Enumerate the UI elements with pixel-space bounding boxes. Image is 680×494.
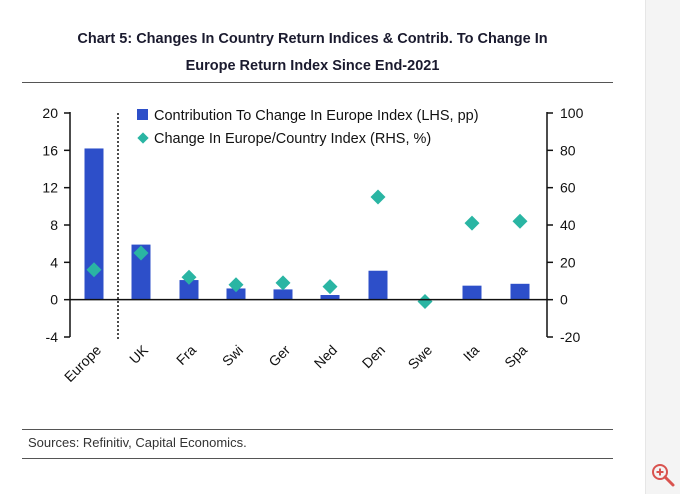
category-label-ned: Ned (311, 342, 340, 371)
category-label-swi: Swi (219, 342, 246, 369)
bar-den (368, 270, 388, 300)
right-tick-label: 40 (560, 217, 576, 233)
right-tick-label: 80 (560, 142, 576, 158)
left-tick-label: 12 (42, 180, 58, 196)
left-tick-label: -4 (46, 329, 59, 345)
diamond-spa (512, 213, 528, 229)
category-label-europe: Europe (61, 342, 104, 385)
source-top-rule (22, 429, 613, 430)
bar-ita (462, 285, 482, 300)
diamond-swe (417, 294, 433, 310)
bar-ger (273, 289, 293, 300)
legend-diamond-swatch (137, 132, 149, 144)
diamond-ger (275, 275, 291, 291)
right-tick-label: 20 (560, 254, 576, 270)
left-tick-label: 20 (42, 105, 58, 121)
category-label-ger: Ger (265, 342, 293, 370)
right-tick-label: 100 (560, 105, 584, 121)
source-bottom-rule (22, 458, 613, 459)
chart-title-line-2: Europe Return Index Since End-2021 (185, 58, 440, 74)
bar-europe (84, 148, 104, 300)
category-label-fra: Fra (173, 342, 199, 368)
diamond-ita (464, 215, 480, 231)
legend-bar-label: Contribution To Change In Europe Index (… (154, 108, 479, 124)
bar-swi (226, 288, 246, 300)
vertical-scrollbar[interactable] (645, 0, 680, 494)
zoom-in-icon[interactable] (650, 462, 676, 488)
category-label-ita: Ita (460, 342, 482, 364)
category-label-spa: Spa (501, 342, 530, 371)
bar-uk (131, 244, 151, 300)
diamond-uk (133, 245, 149, 261)
diamond-den (370, 189, 386, 205)
category-label-swe: Swe (405, 342, 436, 373)
diamond-ned (322, 279, 338, 295)
right-tick-label: -20 (560, 329, 580, 345)
legend-diamond-label: Change In Europe/Country Index (RHS, %) (154, 131, 431, 147)
left-tick-label: 8 (50, 217, 58, 233)
bar-fra (179, 280, 199, 300)
chart-frame: Chart 5: Changes In Country Return Indic… (10, 26, 615, 459)
bar-spa (510, 283, 530, 300)
category-label-uk: UK (126, 341, 152, 367)
diamond-swi (228, 277, 244, 293)
source-note: Sources: Refinitiv, Capital Economics. (28, 435, 247, 450)
legend-bar-swatch (137, 109, 148, 120)
diamond-europe (86, 262, 102, 278)
top-rule (22, 82, 613, 83)
chart-title-line-1: Chart 5: Changes In Country Return Indic… (77, 31, 548, 47)
left-tick-label: 16 (42, 142, 58, 158)
diamond-fra (181, 269, 197, 285)
right-tick-label: 60 (560, 180, 576, 196)
right-tick-label: 0 (560, 292, 568, 308)
chart-title: Chart 5: Changes In Country Return Indic… (10, 26, 615, 80)
left-tick-label: 0 (50, 292, 58, 308)
category-label-den: Den (359, 342, 388, 371)
bar-ned (320, 295, 340, 300)
left-tick-label: 4 (50, 254, 58, 270)
